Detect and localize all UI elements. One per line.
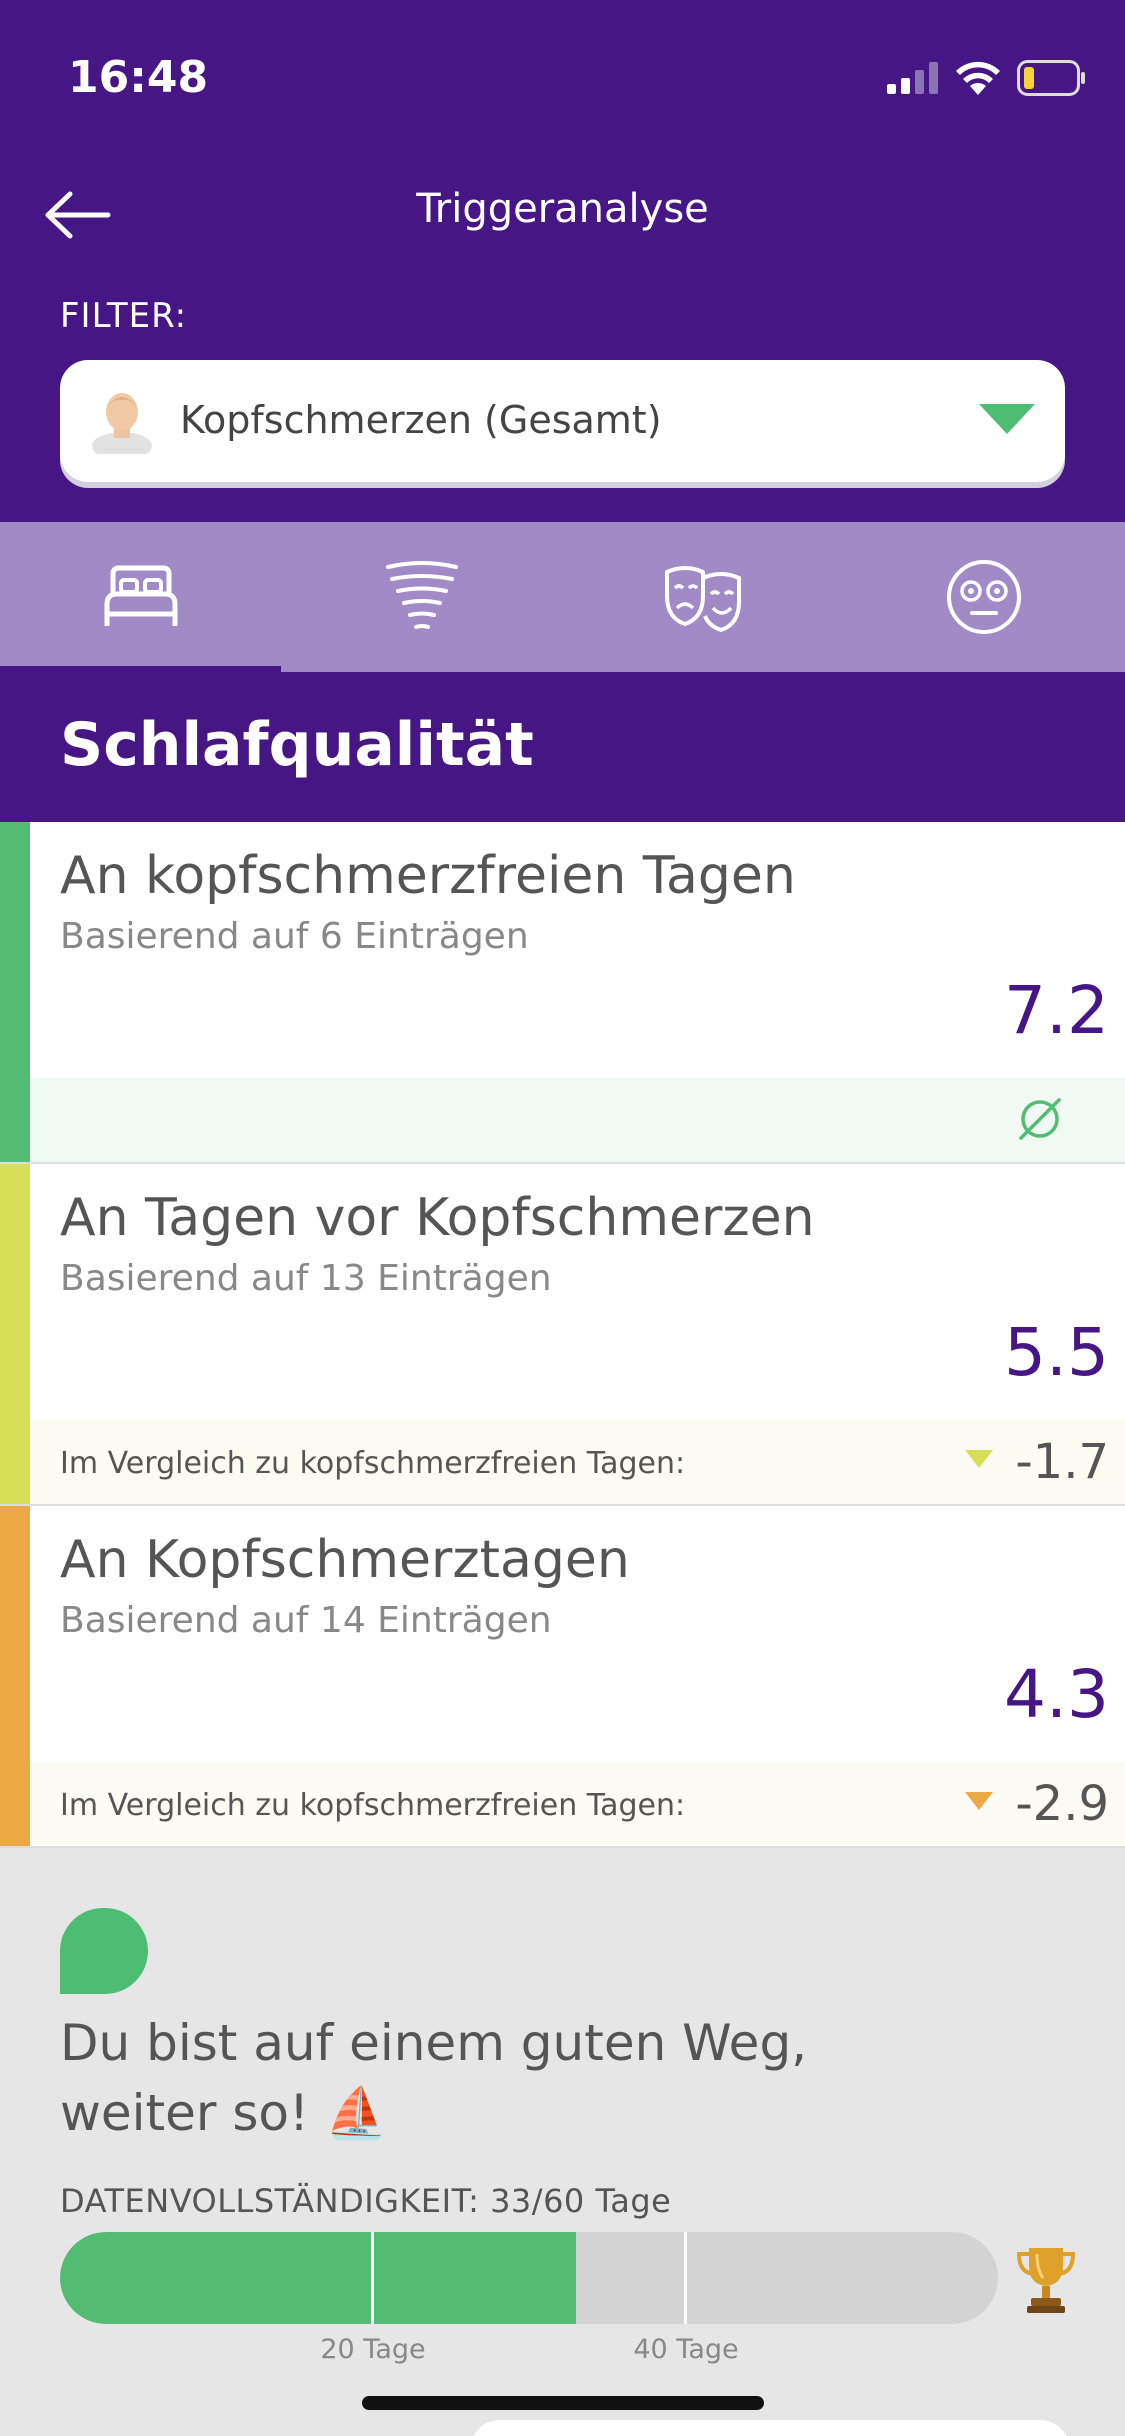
- feedback-line-1: Du bist auf einem guten Weg,: [60, 2014, 808, 2072]
- back-button[interactable]: [42, 180, 122, 250]
- compare-value: -1.7: [1015, 1434, 1109, 1490]
- card-accent: [0, 1506, 30, 1846]
- card-days-before-headache: An Tagen vor Kopfschmerzen Basierend auf…: [0, 1164, 1125, 1506]
- section-header: Schlafqualität: [0, 672, 1125, 822]
- feedback-line-2: weiter so!: [60, 2084, 310, 2142]
- card-subtitle: Basierend auf 14 Einträgen: [60, 1600, 552, 1641]
- trophy-icon: [1016, 2248, 1076, 2313]
- bottom-sheet-edge: [470, 2420, 1070, 2436]
- card-value: 7.2: [1004, 972, 1109, 1049]
- tab-symptoms[interactable]: [844, 522, 1125, 672]
- data-completeness-fill: [60, 2232, 576, 2324]
- chat-bubble-icon: [60, 1908, 148, 1994]
- card-accent: [0, 822, 30, 1162]
- card-subtitle: Basierend auf 6 Einträgen: [60, 916, 529, 957]
- card-footer: [30, 1078, 1125, 1162]
- signal-icon: [887, 62, 938, 94]
- data-completeness-bar: [60, 2232, 998, 2324]
- person-avatar-icon: [92, 393, 152, 454]
- page-title: Triggeranalyse: [416, 186, 709, 232]
- marker-20-days: [371, 2232, 374, 2324]
- tick-40-days: 40 Tage: [633, 2334, 739, 2365]
- data-completeness-label: DATENVOLLSTÄNDIGKEIT: 33/60 Tage: [60, 2182, 672, 2220]
- battery-icon: [1017, 60, 1085, 96]
- card-subtitle: Basierend auf 13 Einträgen: [60, 1258, 552, 1299]
- theater-masks-icon: [665, 566, 742, 632]
- tick-20-days: 20 Tage: [320, 2334, 426, 2365]
- tornado-icon: [385, 561, 458, 629]
- sailboat-icon: ⛵: [324, 2084, 388, 2142]
- dizzy-face-icon: [947, 560, 1022, 634]
- marker-40-days: [684, 2232, 687, 2324]
- card-headache-free-days: An kopfschmerzfreien Tagen Basierend auf…: [0, 822, 1125, 1164]
- triangle-down-icon: [965, 1450, 993, 1468]
- card-title: An kopfschmerzfreien Tagen: [60, 846, 796, 906]
- average-icon: [1019, 1098, 1061, 1140]
- card-accent: [0, 1164, 30, 1504]
- triangle-down-icon: [965, 1792, 993, 1810]
- feedback-section: Du bist auf einem guten Weg, weiter so! …: [0, 1848, 1125, 2436]
- status-time: 16:48: [68, 52, 209, 103]
- card-title: An Tagen vor Kopfschmerzen: [60, 1188, 815, 1248]
- app-header: 16:48 Triggeranalyse FILTER:: [0, 0, 1125, 522]
- status-icons: [887, 58, 1087, 98]
- tab-stress[interactable]: [281, 522, 562, 672]
- card-value: 5.5: [1004, 1314, 1109, 1391]
- tab-sleep[interactable]: [0, 522, 282, 672]
- arrow-left-icon: [45, 191, 111, 239]
- card-headache-days: An Kopfschmerztagen Basierend auf 14 Ein…: [0, 1506, 1125, 1848]
- bed-icon: [104, 565, 178, 626]
- feedback-message: Du bist auf einem guten Weg, weiter so! …: [60, 2008, 960, 2148]
- wifi-icon: [956, 61, 1000, 95]
- filter-label: FILTER:: [60, 296, 188, 336]
- compare-label: Im Vergleich zu kopfschmerzfreien Tagen:: [60, 1446, 686, 1481]
- filter-value: Kopfschmerzen (Gesamt): [180, 398, 662, 442]
- trigger-category-tabs: [0, 522, 1125, 672]
- caret-down-icon: [979, 404, 1035, 434]
- compare-value: -2.9: [1015, 1776, 1109, 1832]
- home-indicator: [362, 2396, 764, 2410]
- card-footer: Im Vergleich zu kopfschmerzfreien Tagen:…: [30, 1762, 1125, 1846]
- section-title: Schlafqualität: [60, 710, 534, 780]
- card-footer: Im Vergleich zu kopfschmerzfreien Tagen:…: [30, 1420, 1125, 1504]
- tab-mood[interactable]: [563, 522, 844, 672]
- card-value: 4.3: [1004, 1656, 1109, 1733]
- filter-select[interactable]: Kopfschmerzen (Gesamt): [60, 360, 1065, 482]
- compare-label: Im Vergleich zu kopfschmerzfreien Tagen:: [60, 1788, 686, 1823]
- card-title: An Kopfschmerztagen: [60, 1530, 630, 1590]
